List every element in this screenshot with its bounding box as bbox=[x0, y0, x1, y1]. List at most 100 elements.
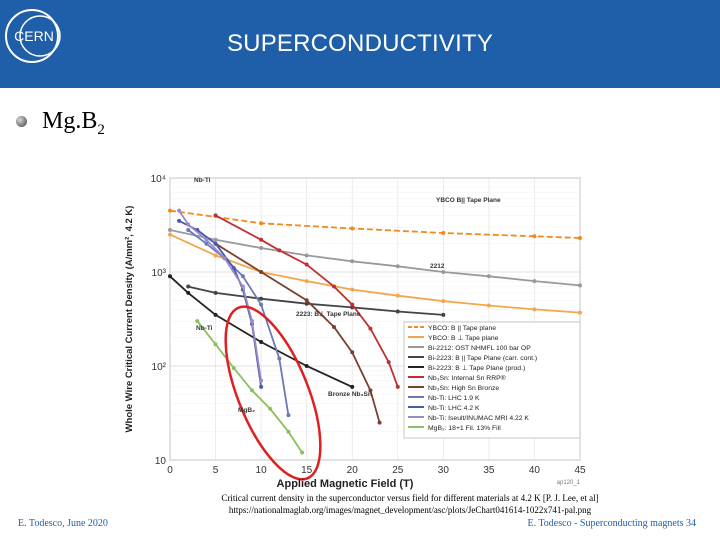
series-point-1 bbox=[532, 307, 537, 312]
caption-line-1: Critical current density in the supercon… bbox=[221, 493, 599, 503]
series-line-0 bbox=[169, 209, 581, 239]
title-bar: CERN SUPERCONDUCTIVITY bbox=[0, 0, 720, 88]
series-point-1 bbox=[395, 293, 400, 298]
legend-entry: Nb-Ti: LHC 1.9 K bbox=[428, 395, 480, 402]
y-tick-label: 10 bbox=[155, 456, 167, 467]
series-point-2 bbox=[259, 246, 264, 251]
x-tick-label: 30 bbox=[438, 465, 450, 476]
x-tick-label: 10 bbox=[256, 465, 268, 476]
x-tick-label: 15 bbox=[301, 465, 313, 476]
series-point-5 bbox=[277, 248, 282, 253]
series-point-3 bbox=[186, 284, 191, 289]
chart-axes: 0 5 10 15 20 25 30 35 40 45 10 10² 10³ 10⁴ Applied Mag… bbox=[124, 174, 586, 490]
series-point-0 bbox=[350, 226, 355, 231]
chart-legend: YBCO: B || Tape plane YBCO: B ⊥ Tape plan… bbox=[403, 321, 581, 439]
series-point-4 bbox=[186, 290, 191, 295]
series-point-4 bbox=[213, 312, 218, 317]
series-point-1 bbox=[168, 232, 172, 237]
annotation-label: 2212 bbox=[430, 263, 445, 270]
caption-url[interactable]: https://nationalmaglab.org/images/magnet… bbox=[228, 505, 592, 515]
series-point-6 bbox=[368, 388, 373, 393]
series-point-7 bbox=[204, 241, 209, 246]
series-point-8 bbox=[259, 384, 264, 389]
series-point-9 bbox=[222, 256, 227, 261]
y-tick-label: 10⁴ bbox=[151, 174, 166, 185]
series-point-9 bbox=[259, 378, 264, 383]
x-tick-label: 40 bbox=[529, 465, 541, 476]
series-point-9 bbox=[177, 208, 182, 213]
series-point-1 bbox=[441, 299, 446, 304]
bullet-heading: Mg.B2 bbox=[42, 108, 105, 139]
series-point-0 bbox=[259, 221, 264, 226]
series-point-1 bbox=[350, 287, 355, 292]
series-point-6 bbox=[259, 270, 264, 274]
series-point-9 bbox=[240, 284, 245, 289]
series-point-5 bbox=[259, 237, 264, 242]
logo-text: CERN bbox=[14, 28, 54, 44]
series-point-9 bbox=[250, 319, 254, 324]
series-point-9 bbox=[204, 237, 209, 242]
series-point-4 bbox=[168, 274, 172, 279]
slide-title: SUPERCONDUCTIVITY bbox=[226, 30, 494, 57]
chart-series-group bbox=[168, 208, 582, 455]
footer-page-info: E. Todesco - Superconducting magnets 34 bbox=[527, 518, 696, 529]
mgb2-highlight-circle bbox=[224, 305, 322, 481]
series-point-3 bbox=[213, 290, 218, 295]
series-point-5 bbox=[304, 262, 309, 267]
series-point-5 bbox=[386, 360, 391, 365]
series-point-1 bbox=[578, 310, 582, 315]
series-point-3 bbox=[441, 312, 446, 317]
series-point-2 bbox=[213, 237, 218, 242]
series-point-8 bbox=[231, 266, 236, 271]
series-point-1 bbox=[213, 253, 218, 258]
series-point-4 bbox=[259, 340, 264, 345]
series-point-0 bbox=[441, 230, 446, 235]
x-tick-label: 25 bbox=[392, 465, 404, 476]
legend-entry: YBCO: B || Tape plane bbox=[428, 325, 496, 332]
series-point-10 bbox=[286, 429, 291, 434]
footer-author-date: E. Todesco, June 2020 bbox=[18, 518, 108, 529]
series-point-5 bbox=[332, 284, 336, 289]
series-point-2 bbox=[441, 270, 446, 274]
series-point-0 bbox=[532, 234, 537, 239]
cern-logo: CERN bbox=[5, 9, 61, 63]
series-point-7 bbox=[277, 356, 282, 361]
series-line-2 bbox=[169, 229, 581, 287]
annotation-label: 2223: B⊥ Tape Plane bbox=[296, 310, 361, 318]
series-point-10 bbox=[231, 366, 236, 371]
series-point-2 bbox=[168, 227, 172, 232]
series-point-4 bbox=[304, 364, 309, 368]
series-line-1 bbox=[169, 233, 581, 314]
series-point-5 bbox=[368, 326, 373, 331]
legend-entry: Bi-2223: B ⊥ Tape Plane (prod.) bbox=[428, 365, 525, 372]
x-axis-label: Applied Magnetic Field (T) bbox=[277, 478, 414, 490]
series-point-6 bbox=[304, 298, 309, 303]
chart-corner-label: ap120_1 bbox=[557, 480, 581, 486]
x-tick-label: 45 bbox=[574, 465, 586, 476]
legend-entry: Nb-Ti: Iseult/INUMAC MRI 4.22 K bbox=[428, 415, 529, 422]
series-point-8 bbox=[177, 218, 182, 223]
series-point-10 bbox=[213, 342, 218, 347]
series-point-4 bbox=[350, 384, 355, 389]
series-point-3 bbox=[259, 296, 264, 301]
figure-caption: Critical current density in the supercon… bbox=[130, 492, 690, 516]
series-point-10 bbox=[195, 319, 200, 324]
series-point-1 bbox=[486, 303, 491, 308]
annotation-label: YBCO B|| Tape Plane bbox=[436, 197, 501, 204]
x-tick-label: 35 bbox=[483, 465, 495, 476]
series-point-6 bbox=[350, 350, 355, 355]
series-point-2 bbox=[350, 259, 355, 264]
x-tick-label: 5 bbox=[213, 465, 219, 476]
series-point-2 bbox=[304, 253, 309, 258]
heading-text: Mg.B bbox=[42, 108, 98, 134]
series-point-0 bbox=[578, 235, 582, 240]
legend-entry: MgB₂: 18+1 Fil. 13% Fill bbox=[428, 425, 501, 432]
bullet-icon bbox=[16, 116, 27, 127]
x-tick-label: 20 bbox=[347, 465, 359, 476]
series-point-7 bbox=[259, 302, 264, 307]
series-point-6 bbox=[332, 324, 336, 329]
series-point-5 bbox=[395, 384, 400, 389]
y-axis-label: Whole Wire Critical Current Density (A/m… bbox=[124, 206, 135, 433]
annotation-label: Nb-Ti bbox=[196, 325, 213, 332]
series-point-1 bbox=[304, 279, 309, 284]
